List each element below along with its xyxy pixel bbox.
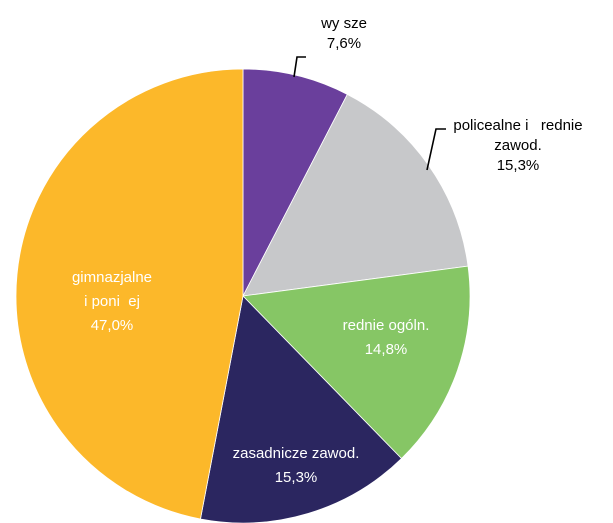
slice-value-wyzsze: 7,6% (327, 35, 361, 52)
slice-label-policealne: policealne i rednie zawod. 15,3% (453, 117, 582, 174)
slice-label-line-gimnazjalne: i poni ej (84, 293, 140, 310)
slice-value-gimnazjalne: 47,0% (91, 317, 134, 334)
slice-label-wyzsze: wy sze 7,6% (320, 15, 367, 52)
pie-slice-srednie-ogolne (242, 265, 471, 460)
pie-slices (15, 68, 471, 523)
slice-label-line-wyzsze: wy sze (320, 15, 367, 32)
callout-line-wyzsze (293, 56, 306, 78)
slice-label-line-policealne: zawod. (494, 137, 542, 154)
slice-label-line-zasadnicze: zasadnicze zawod. (233, 445, 360, 462)
slice-label-srednie-ogolne: rednie ogóln. 14,8% (343, 317, 430, 358)
slice-label-line-policealne: policealne i rednie (453, 117, 582, 134)
slice-value-srednie-ogolne: 14,8% (365, 341, 408, 358)
slice-labels: wy sze 7,6% policealne i rednie zawod. 15,3%… (72, 15, 583, 486)
pie-slice-zasadnicze (199, 295, 403, 523)
slice-value-policealne: 15,3% (497, 157, 540, 174)
slice-label-zasadnicze: zasadnicze zawod. 15,3% (233, 445, 360, 486)
slice-label-line-gimnazjalne: gimnazjalne (72, 269, 152, 286)
callout-line-policealne (426, 128, 446, 171)
pie-slice-wyzsze (242, 68, 348, 297)
pie-slice-gimnazjalne (15, 68, 244, 520)
slice-value-zasadnicze: 15,3% (275, 469, 318, 486)
callout-lines (293, 56, 446, 171)
slice-label-gimnazjalne: gimnazjalne i poni ej 47,0% (72, 269, 152, 334)
slice-label-line-srednie-ogolne: rednie ogóln. (343, 317, 430, 334)
